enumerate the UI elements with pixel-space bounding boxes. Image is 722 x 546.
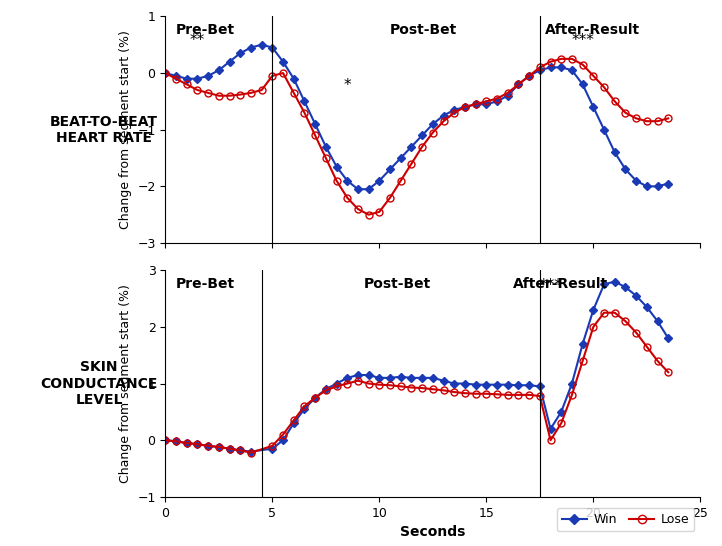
Text: ***: *** bbox=[571, 33, 594, 48]
Text: Pre-Bet: Pre-Bet bbox=[176, 23, 235, 37]
Text: Post-Bet: Post-Bet bbox=[363, 277, 430, 291]
Text: BEAT-TO-BEAT
HEART RATE: BEAT-TO-BEAT HEART RATE bbox=[50, 115, 158, 145]
Text: Post-Bet: Post-Bet bbox=[390, 23, 457, 37]
Text: **: ** bbox=[190, 33, 205, 48]
Text: ***: *** bbox=[539, 278, 562, 293]
Text: After-Result: After-Result bbox=[545, 23, 640, 37]
Text: *: * bbox=[344, 78, 351, 93]
Text: Pre-Bet: Pre-Bet bbox=[176, 277, 235, 291]
Y-axis label: Change from segment start (%): Change from segment start (%) bbox=[118, 30, 131, 229]
Y-axis label: Change from segment start (%): Change from segment start (%) bbox=[118, 284, 131, 483]
X-axis label: Seconds: Seconds bbox=[400, 525, 466, 539]
Legend: Win, Lose: Win, Lose bbox=[557, 508, 694, 531]
Text: SKIN
CONDUCTANCE
LEVEL: SKIN CONDUCTANCE LEVEL bbox=[40, 360, 158, 407]
Text: After-Result: After-Result bbox=[513, 277, 608, 291]
